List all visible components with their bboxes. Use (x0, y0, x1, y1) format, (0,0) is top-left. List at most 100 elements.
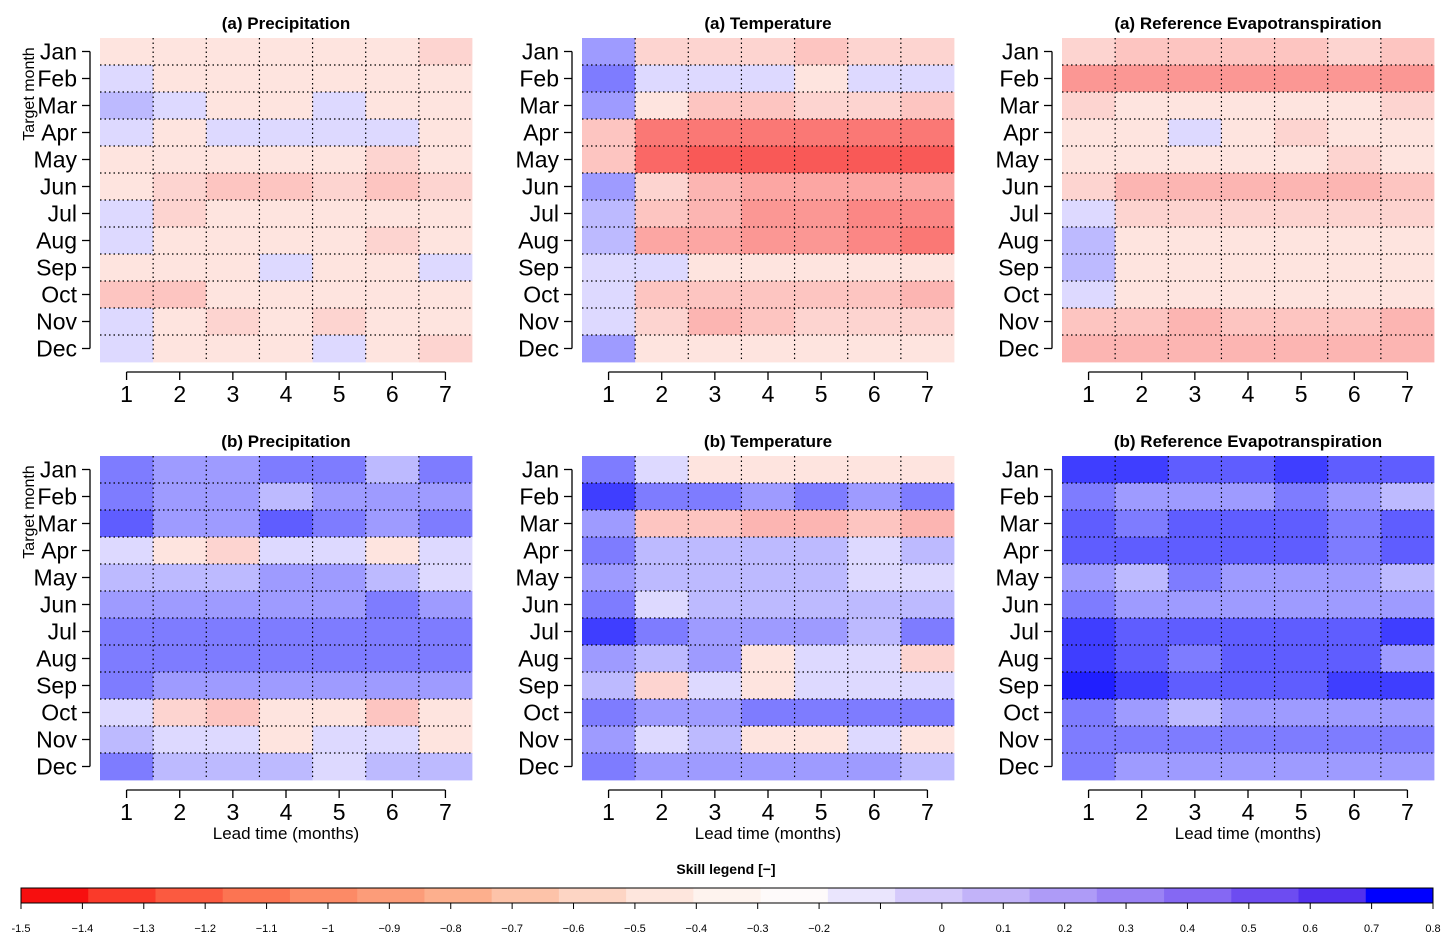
panel-title: (b) Temperature (704, 432, 832, 451)
x-tick-label: 7 (921, 799, 934, 825)
heatmap-cell (794, 753, 849, 781)
heatmap-cell (1274, 510, 1329, 538)
heatmap-cell (206, 38, 260, 66)
heatmap-cell (100, 672, 154, 700)
heatmap-cell (1327, 645, 1382, 673)
heatmap-cell (1115, 281, 1169, 309)
heatmap-cell (259, 456, 313, 484)
heatmap-cell (153, 591, 207, 619)
heatmap-cell (1168, 672, 1222, 700)
heatmap-cell (418, 483, 473, 511)
heatmap-cell (1062, 699, 1116, 727)
heatmap-cell (206, 456, 260, 484)
x-tick-label: 7 (921, 381, 934, 407)
heatmap-cell (1221, 591, 1275, 619)
heatmap-cell (1115, 537, 1169, 565)
y-tick-label: Oct (41, 282, 77, 308)
heatmap-cell (100, 483, 154, 511)
y-tick-label: Jun (1002, 174, 1039, 200)
heatmap-cell (1274, 726, 1329, 754)
heatmap-cell (900, 564, 955, 592)
heatmap-cell (688, 672, 742, 700)
heatmap-cell (794, 335, 849, 363)
heatmap-cell (1221, 281, 1275, 309)
heatmap-cell (582, 173, 636, 201)
heatmap-cell (1327, 308, 1382, 336)
legend-swatch (1298, 888, 1367, 903)
legend-tick-label: 0.1 (996, 923, 1011, 935)
heatmap-cell (312, 456, 367, 484)
heatmap-cell (153, 456, 207, 484)
heatmap-cell (688, 146, 742, 174)
x-axis-title: Lead time (months) (1175, 824, 1321, 843)
heatmap-cell (259, 483, 313, 511)
heatmap-cell (1327, 335, 1382, 363)
heatmap-cell (153, 119, 207, 147)
heatmap-cell (206, 483, 260, 511)
color-legend (20, 887, 1434, 909)
heatmap-cell (1115, 645, 1169, 673)
heatmap-cell (847, 591, 902, 619)
y-tick-label: Dec (998, 754, 1039, 780)
legend-tick-label: 0.2 (1057, 923, 1072, 935)
heatmap-cell (206, 564, 260, 592)
heatmap-cell (1115, 456, 1169, 484)
heatmap-cell (1115, 335, 1169, 363)
heatmap-cell (418, 456, 473, 484)
heatmap-cell (206, 65, 260, 93)
heatmap-cell (1327, 92, 1382, 120)
heatmap-cell (1380, 591, 1435, 619)
heatmap-cell (365, 335, 420, 363)
heatmap-cell (153, 281, 207, 309)
x-tick-label: 4 (1242, 381, 1255, 407)
heatmap-cell (900, 173, 955, 201)
heatmap-cell (153, 645, 207, 673)
heatmap-cell (418, 38, 473, 66)
legend-swatch (558, 888, 627, 903)
heatmap-cell (635, 38, 689, 66)
y-tick-label: Oct (523, 700, 559, 726)
heatmap-panel (1044, 38, 1435, 380)
heatmap-cell (259, 726, 313, 754)
heatmap-cell (418, 335, 473, 363)
heatmap-panel (82, 456, 473, 798)
heatmap-cell (1062, 753, 1116, 781)
heatmap-cell (418, 726, 473, 754)
y-tick-label: Apr (1003, 120, 1039, 146)
x-tick-label: 3 (708, 799, 721, 825)
y-tick-label: May (34, 147, 78, 173)
heatmap-cell (688, 254, 742, 282)
heatmap-cell (153, 483, 207, 511)
heatmap-cell (847, 227, 902, 255)
heatmap-cell (1115, 483, 1169, 511)
heatmap-cell (1168, 456, 1222, 484)
heatmap-cell (1327, 456, 1382, 484)
heatmap-cell (1221, 92, 1275, 120)
y-tick-label: Jul (48, 201, 77, 227)
heatmap-cell (635, 254, 689, 282)
heatmap-cell (1327, 753, 1382, 781)
heatmap-cell (1062, 227, 1116, 255)
heatmap-cell (635, 146, 689, 174)
heatmap-cell (312, 119, 367, 147)
y-tick-label: Jan (522, 39, 559, 65)
legend-tick-label: 0.8 (1425, 923, 1440, 935)
y-tick-label: Feb (37, 484, 77, 510)
y-tick-label: Feb (519, 484, 559, 510)
legend-swatch (760, 888, 829, 903)
heatmap-cell (900, 200, 955, 228)
legend-tick-label: −1.2 (194, 923, 216, 935)
heatmap-cell (418, 281, 473, 309)
heatmap-cell (1380, 699, 1435, 727)
heatmap-cell (1221, 483, 1275, 511)
heatmap-cell (1062, 618, 1116, 646)
heatmap-cell (1327, 537, 1382, 565)
heatmap-panel (82, 38, 473, 380)
heatmap-cell (1274, 483, 1329, 511)
heatmap-cell (1062, 645, 1116, 673)
heatmap-cell (582, 119, 636, 147)
legend-tick-label: −0.8 (440, 923, 462, 935)
heatmap-cell (100, 564, 154, 592)
heatmap-cell (206, 200, 260, 228)
y-tick-label: Feb (519, 66, 559, 92)
